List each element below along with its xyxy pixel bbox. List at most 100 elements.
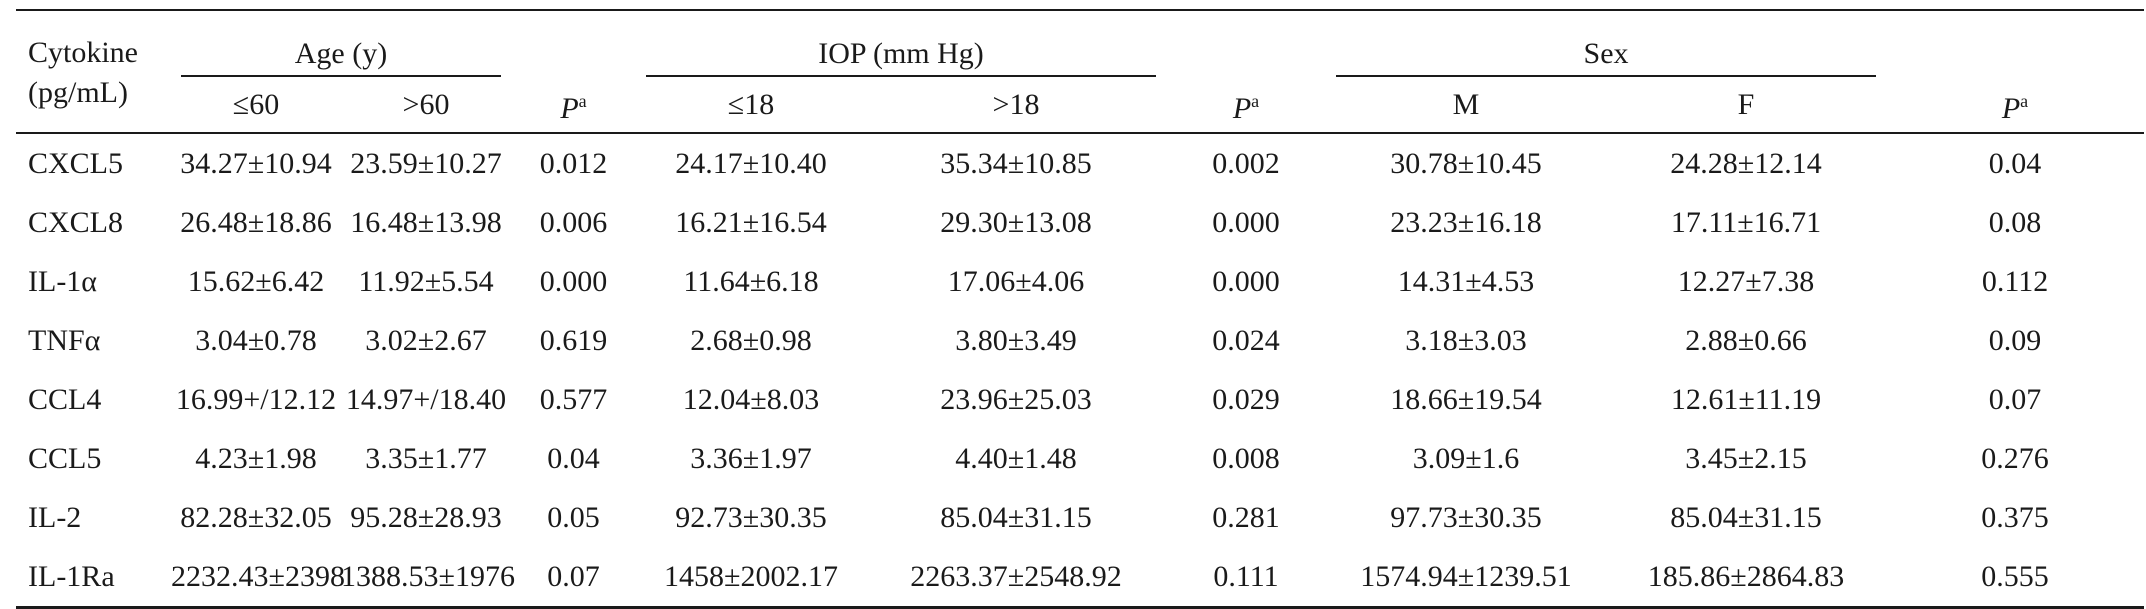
table-cell: 92.73±30.35 [675, 500, 827, 534]
p-value-cell: 0.000 [1212, 205, 1280, 239]
table-cell: 85.04±31.15 [1670, 500, 1822, 534]
table-cell: 3.80±3.49 [955, 323, 1077, 357]
table-cell: 12.04±8.03 [682, 382, 820, 416]
table-cell: 82.28±32.05 [180, 500, 332, 534]
table-cell: 11.64±6.18 [683, 264, 819, 298]
table-cell: 35.34±10.85 [940, 146, 1092, 180]
table-cell: 18.66±19.54 [1390, 382, 1542, 416]
iop-gt18-header: >18 [992, 87, 1040, 121]
header-row-groups: Cytokine (pg/mL) Age (y) Pa IOP (mm Hg) … [16, 10, 2144, 126]
table-body: CXCL5 34.27±10.94 23.59±10.27 0.012 24.1… [16, 133, 2144, 608]
age-group-label: Age (y) [294, 37, 388, 70]
p-value-cell: 0.000 [1212, 264, 1280, 298]
table-cell: 95.28±28.93 [350, 500, 502, 534]
p-value-cell: 0.008 [1212, 441, 1280, 475]
table-cell: 29.30±13.08 [940, 205, 1092, 239]
p-value-cell: 0.012 [539, 146, 608, 180]
table-cell: 3.04±0.78 [195, 323, 317, 357]
cytokine-header-line1: Cytokine [28, 35, 138, 69]
table-cell: 1388.53±1976 [341, 559, 515, 593]
table-cell: 3.09±1.6 [1412, 441, 1520, 475]
age-gt60-header: >60 [402, 87, 450, 121]
cytokine-name: IL-2 [28, 500, 82, 534]
table-cell: 23.59±10.27 [350, 146, 502, 180]
table-cell: 17.06±4.06 [947, 264, 1085, 298]
table-cell: 2.68±0.98 [690, 323, 812, 357]
table-cell: 23.23±16.18 [1390, 205, 1542, 239]
table-cell: 97.73±30.35 [1390, 500, 1542, 534]
table-cell: 24.17±10.40 [675, 146, 827, 180]
sex-group-label: Sex [1583, 37, 1629, 70]
cytokine-name: CCL4 [28, 382, 102, 416]
table-row: CXCL8 26.48±18.86 16.48±13.98 0.006 16.2… [16, 193, 2144, 252]
table-cell: 14.97+/18.40 [345, 382, 507, 416]
table-row: IL-1α 15.62±6.42 11.92±5.54 0.000 11.64±… [16, 252, 2144, 311]
table-cell: 2232.43±2398 [171, 559, 345, 593]
iop-group-header: IOP (mm Hg) [636, 10, 1166, 77]
p-value-cell: 0.111 [1213, 559, 1279, 593]
cytokine-header-line2: (pg/mL) [28, 75, 128, 109]
table-cell: 2.88±0.66 [1685, 323, 1807, 357]
table-cell: 3.18±3.03 [1405, 323, 1527, 357]
table-cell: 1458±2002.17 [664, 559, 838, 593]
p-value-cell: 0.112 [1981, 264, 2049, 298]
table-cell: 23.96±25.03 [940, 382, 1092, 416]
p-value-cell: 0.002 [1212, 146, 1280, 180]
p-value-cell: 0.04 [1988, 146, 2042, 180]
table-row: CXCL5 34.27±10.94 23.59±10.27 0.012 24.1… [16, 133, 2144, 193]
p-value-cell: 0.375 [1981, 500, 2049, 534]
sex-group-rule [1336, 75, 1877, 77]
age-group-rule [181, 75, 501, 77]
table-cell: 14.31±4.53 [1397, 264, 1535, 298]
table-cell: 4.40±1.48 [955, 441, 1077, 475]
table-cell: 12.61±11.19 [1670, 382, 1822, 416]
table-cell: 30.78±10.45 [1390, 146, 1542, 180]
cytokine-name: IL-1α [28, 264, 98, 298]
table-cell: 4.23±1.98 [195, 441, 317, 475]
p-value-cell: 0.07 [1988, 382, 2042, 416]
table-cell: 2263.37±2548.92 [910, 559, 1122, 593]
table-cell: 1574.94±1239.51 [1360, 559, 1572, 593]
sex-f-header: F [1737, 87, 1755, 121]
table-row: IL-2 82.28±32.05 95.28±28.93 0.05 92.73±… [16, 488, 2144, 547]
p-value-cell: 0.07 [547, 559, 600, 593]
table-row: TNFα 3.04±0.78 3.02±2.67 0.619 2.68±0.98… [16, 311, 2144, 370]
iop-le18-header: ≤18 [727, 87, 775, 121]
table-cell: 11.92±5.54 [358, 264, 494, 298]
table-cell: 34.27±10.94 [180, 146, 332, 180]
cytokine-name: IL-1Ra [28, 559, 115, 593]
cytokine-name: TNFα [28, 323, 101, 357]
p-value-cell: 0.029 [1212, 382, 1280, 416]
cytokine-name: CXCL8 [28, 205, 124, 239]
table-cell: 12.27±7.38 [1677, 264, 1815, 298]
table-cell: 3.35±1.77 [365, 441, 487, 475]
sex-m-header: M [1452, 87, 1480, 121]
p-value-cell: 0.08 [1988, 205, 2042, 239]
table-cell: 26.48±18.86 [180, 205, 332, 239]
p-value-header-iop: Pa [1232, 91, 1260, 125]
table-row: CCL4 16.99+/12.12 14.97+/18.40 0.577 12.… [16, 370, 2144, 429]
cytokine-name: CCL5 [28, 441, 102, 475]
header-row-subgroups: ≤60 >60 ≤18 >18 M F [16, 77, 2145, 133]
table-cell: 3.02±2.67 [365, 323, 487, 357]
table-cell: 17.11±16.71 [1670, 205, 1822, 239]
p-value-cell: 0.05 [547, 500, 600, 534]
p-value-cell: 0.619 [539, 323, 608, 357]
table-cell: 15.62±6.42 [187, 264, 325, 298]
p-value-cell: 0.024 [1212, 323, 1280, 357]
p-value-cell: 0.04 [547, 441, 600, 475]
table-cell: 3.45±2.15 [1685, 441, 1807, 475]
iop-group-label: IOP (mm Hg) [818, 37, 984, 70]
table-cell: 24.28±12.14 [1670, 146, 1822, 180]
age-group-header: Age (y) [171, 10, 511, 77]
table-cell: 16.48±13.98 [350, 205, 502, 239]
iop-group-rule [646, 75, 1157, 77]
cytokine-table: Cytokine (pg/mL) Age (y) Pa IOP (mm Hg) … [16, 9, 2145, 609]
p-value-header-sex: Pa [2001, 91, 2029, 125]
p-value-header-age: Pa [560, 91, 587, 125]
table-row: CCL5 4.23±1.98 3.35±1.77 0.04 3.36±1.97 … [16, 429, 2144, 488]
p-value-cell: 0.577 [539, 382, 608, 416]
table-cell: 85.04±31.15 [940, 500, 1092, 534]
cytokine-header: Cytokine (pg/mL) [16, 10, 171, 133]
